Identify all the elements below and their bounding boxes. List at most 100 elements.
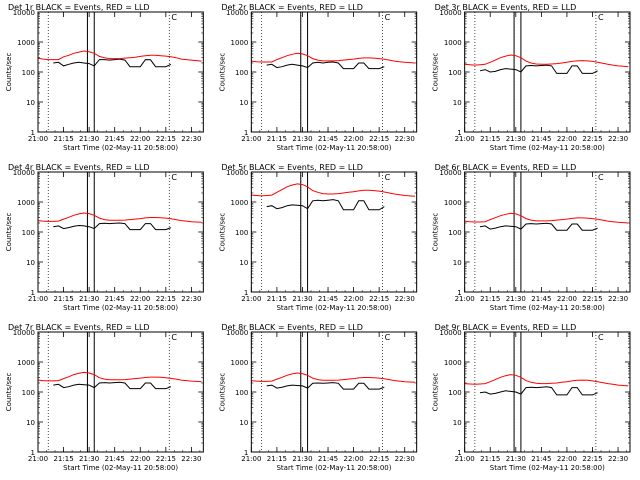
series-line-events — [479, 64, 598, 74]
series-line-events — [53, 222, 172, 231]
series-line-events — [266, 61, 385, 70]
chart-panel-5: Det 5r BLACK = Events, RED = LLD C 1 10 100 1… — [218, 163, 418, 312]
series-line-lld — [251, 52, 416, 64]
y-tick-label: 10 — [239, 419, 248, 427]
y-tick-label: 100 — [235, 69, 248, 77]
x-tick-label: 22:00 — [130, 455, 150, 463]
y-tick-label: 100 — [235, 389, 248, 397]
y-tick-label: 1 — [457, 449, 461, 457]
chart-panel-4: Det 4r BLACK = Events, RED = LLD C 1 10 100 1… — [5, 163, 204, 312]
y-tick-label: 1 — [244, 449, 248, 457]
x-tick-label: 21:45 — [531, 295, 551, 303]
corner-label: C — [385, 333, 391, 342]
series-line-events — [53, 381, 172, 390]
y-tick-label: 1000 — [444, 199, 462, 207]
chart-panel-6: Det 6r BLACK = Events, RED = LLD C 1 10 100 1… — [432, 163, 631, 312]
x-tick-label: 21:15 — [267, 135, 287, 143]
chart-panel-2: Det 2r BLACK = Events, RED = LLD C 1 10 100 1… — [218, 3, 418, 152]
x-tick-label: 21:45 — [105, 295, 125, 303]
corner-label: C — [598, 13, 604, 22]
series-line-lld — [37, 50, 202, 62]
x-tick-label: 21:30 — [292, 135, 312, 143]
y-tick-label: 1000 — [17, 359, 35, 367]
x-tick-label: 21:30 — [79, 295, 99, 303]
corner-label: C — [385, 13, 391, 22]
chart-panel-3: Det 3r BLACK = Events, RED = LLD C 1 10 100 1… — [432, 3, 631, 152]
x-axis-label: Start Time (02-May-11 20:58:00) — [276, 304, 391, 312]
x-tick-label: 22:30 — [395, 455, 415, 463]
x-tick-label: 22:00 — [344, 455, 364, 463]
series-line-lld — [37, 371, 202, 383]
x-tick-label: 22:15 — [156, 295, 176, 303]
y-tick-label: 100 — [235, 229, 248, 237]
y-tick-label: 10 — [26, 99, 35, 107]
series-line-events — [266, 199, 385, 211]
y-axis-label: Counts/sec — [432, 213, 440, 252]
x-axis-label: Start Time (02-May-11 20:58:00) — [490, 144, 605, 152]
x-tick-label: 22:00 — [557, 295, 577, 303]
x-tick-label: 22:15 — [582, 455, 602, 463]
y-tick-label: 1 — [244, 289, 248, 297]
chart-title: Det 6r BLACK = Events, RED = LLD — [435, 163, 577, 172]
x-tick-label: 21:15 — [53, 295, 73, 303]
y-tick-label: 1000 — [231, 39, 249, 47]
y-axis-label: Counts/sec — [432, 53, 440, 92]
chart-title: Det 4r BLACK = Events, RED = LLD — [8, 163, 150, 172]
y-tick-label: 10000 — [13, 9, 35, 17]
corner-label: C — [171, 13, 177, 22]
x-tick-label: 21:15 — [53, 135, 73, 143]
plot-frame — [250, 171, 418, 293]
chart-title: Det 5r BLACK = Events, RED = LLD — [221, 163, 363, 172]
y-tick-label: 1 — [31, 289, 35, 297]
plot-frame — [464, 11, 631, 133]
y-axis-label: Counts/sec — [5, 213, 13, 252]
y-tick-label: 100 — [22, 69, 35, 77]
x-tick-label: 21:30 — [292, 455, 312, 463]
y-tick-label: 10000 — [226, 169, 248, 177]
y-axis-label: Counts/sec — [5, 373, 13, 412]
x-tick-label: 22:00 — [344, 295, 364, 303]
y-tick-label: 1000 — [231, 359, 249, 367]
x-tick-label: 22:30 — [608, 295, 628, 303]
y-tick-label: 1 — [244, 129, 248, 137]
y-tick-label: 10000 — [226, 329, 248, 337]
x-tick-label: 22:00 — [557, 455, 577, 463]
chart-panel-7: Det 7r BLACK = Events, RED = LLD C 1 10 100 1… — [5, 323, 204, 472]
plot-frame — [250, 331, 418, 453]
x-axis-label: Start Time (02-May-11 20:58:00) — [63, 304, 178, 312]
x-tick-label: 21:45 — [105, 455, 125, 463]
x-axis-label: Start Time (02-May-11 20:58:00) — [276, 144, 391, 152]
y-axis-label: Counts/sec — [218, 213, 226, 252]
x-tick-label: 22:30 — [181, 455, 201, 463]
x-axis-label: Start Time (02-May-11 20:58:00) — [490, 464, 605, 472]
x-tick-label: 21:15 — [267, 455, 287, 463]
x-axis-label: Start Time (02-May-11 20:58:00) — [490, 304, 605, 312]
x-tick-label: 22:00 — [557, 135, 577, 143]
x-tick-label: 22:15 — [369, 295, 389, 303]
x-tick-label: 21:30 — [292, 295, 312, 303]
x-tick-label: 21:00 — [28, 295, 48, 303]
plot-frame — [464, 171, 631, 293]
y-tick-label: 10 — [26, 419, 35, 427]
y-axis-label: Counts/sec — [218, 373, 226, 412]
x-tick-label: 22:15 — [582, 295, 602, 303]
plot-frame — [250, 11, 418, 133]
y-tick-label: 100 — [22, 389, 35, 397]
x-axis-label: Start Time (02-May-11 20:58:00) — [63, 464, 178, 472]
y-tick-label: 100 — [448, 229, 461, 237]
series-line-events — [479, 222, 598, 231]
plot-frame — [37, 171, 204, 293]
x-tick-label: 22:30 — [608, 135, 628, 143]
x-tick-label: 22:15 — [582, 135, 602, 143]
chart-title: Det 9r BLACK = Events, RED = LLD — [435, 323, 577, 332]
y-tick-label: 100 — [448, 389, 461, 397]
y-tick-label: 10 — [453, 259, 462, 267]
x-tick-label: 22:00 — [344, 135, 364, 143]
x-tick-label: 21:45 — [318, 455, 338, 463]
y-tick-label: 10000 — [439, 169, 461, 177]
y-tick-label: 1000 — [444, 359, 462, 367]
x-tick-label: 21:00 — [28, 135, 48, 143]
x-tick-label: 22:15 — [369, 135, 389, 143]
x-tick-label: 21:15 — [267, 295, 287, 303]
x-tick-label: 22:30 — [395, 295, 415, 303]
